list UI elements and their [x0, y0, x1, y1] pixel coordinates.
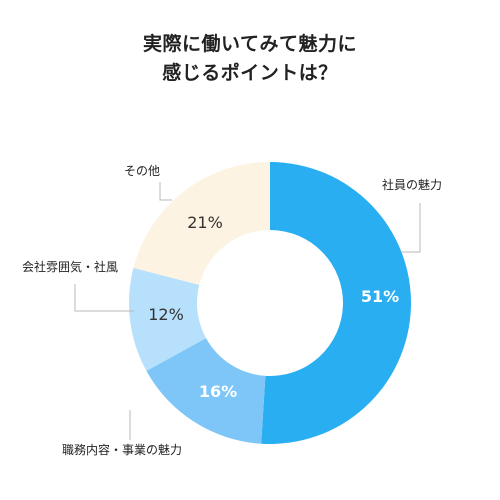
donut-slices	[129, 162, 412, 445]
value-label-job-content: 16%	[199, 382, 237, 401]
value-label-atmosphere: 12%	[148, 305, 184, 324]
value-label-members: 51%	[361, 287, 399, 306]
leader-lines	[74, 182, 421, 440]
category-label-other: その他	[124, 164, 160, 178]
slice-job-content	[146, 338, 266, 444]
chart-title-line-1: 実際に働いてみて魅力に	[143, 33, 357, 55]
leader-line-other	[159, 182, 172, 201]
leader-line-members	[402, 203, 421, 253]
category-label-members: 社員の魅力	[382, 177, 442, 192]
value-labels: 51% 16% 12% 21%	[148, 213, 399, 401]
category-label-atmosphere: 会社雰囲気・社風	[22, 259, 118, 274]
leader-line-atmosphere	[74, 284, 134, 312]
slice-other	[133, 162, 270, 285]
slice-members	[261, 162, 412, 445]
category-label-job-content: 職務内容・事業の魅力	[62, 442, 182, 457]
value-label-other: 21%	[187, 213, 223, 232]
chart-title: 実際に働いてみて魅力に 感じるポイントは？	[0, 30, 500, 88]
slice-atmosphere	[129, 267, 207, 371]
chart-title-line-2: 感じるポイントは？	[162, 62, 338, 84]
category-labels: 社員の魅力 職務内容・事業の魅力 会社雰囲気・社風 その他	[22, 164, 442, 457]
